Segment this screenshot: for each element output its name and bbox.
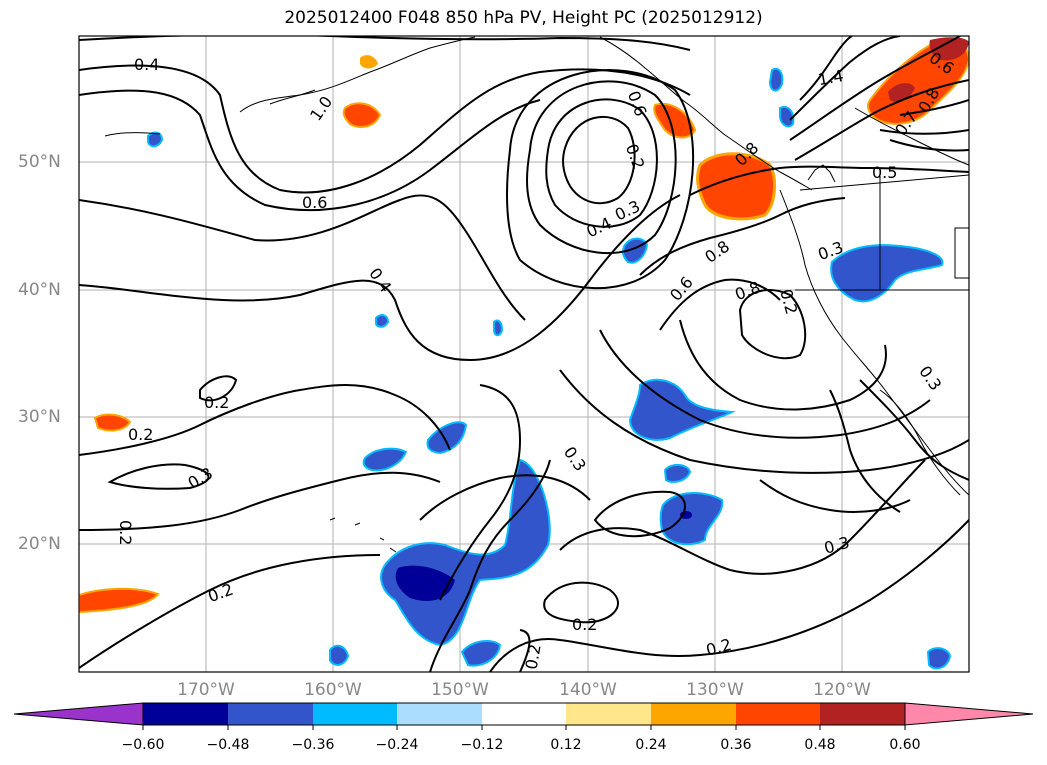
contour-label: 0.2	[522, 643, 545, 671]
map-title: 2025012400 F048 850 hPa PV, Height PC (2…	[284, 8, 763, 28]
contour-label: 0.2	[116, 520, 135, 545]
negative-pv-shading	[147, 67, 952, 670]
lon-label: 150°W	[431, 680, 489, 700]
contour-label: 0.4	[134, 55, 159, 74]
lon-label: 130°W	[686, 680, 744, 700]
colorbar-extend-low	[13, 702, 144, 726]
contour-label: 1.4	[817, 66, 845, 89]
lon-label: 120°W	[813, 680, 871, 700]
colorbar-segment	[651, 703, 736, 725]
colorbar-tick-label: 0.24	[635, 737, 667, 753]
lat-label: 30°N	[18, 407, 61, 427]
contour-label: 0.2	[572, 615, 597, 634]
contour-label: 0.2	[204, 393, 229, 412]
lon-label: 170°W	[177, 680, 235, 700]
colorbar-segment	[397, 703, 482, 725]
colorbar-tick-label: 0.48	[804, 737, 836, 753]
colorbar-tick-label: 0.36	[720, 737, 752, 753]
height-contours	[79, 36, 969, 672]
contour-label: 0.5	[872, 163, 897, 182]
contour-label: 0.2	[128, 425, 153, 444]
colorbar-tick-label: 0.60	[889, 737, 921, 753]
colorbar-segment	[566, 703, 651, 725]
lat-label: 50°N	[18, 152, 61, 172]
lat-label: 40°N	[18, 280, 61, 300]
colorbar-tick-label: −0.36	[291, 737, 335, 753]
colorbar-tick-label: −0.60	[121, 737, 165, 753]
colorbar-segment	[736, 703, 820, 725]
contour-label: 0.6	[302, 193, 327, 212]
colorbar-tick-label: 0.12	[550, 737, 582, 753]
colorbar-segment	[143, 703, 228, 725]
colorbar-extend-high	[904, 702, 1034, 726]
map-background	[79, 36, 969, 672]
map-frame	[78, 35, 970, 673]
lon-label: 140°W	[559, 680, 617, 700]
colorbar-tick-label: −0.48	[206, 737, 250, 753]
colorbar	[13, 702, 1034, 730]
colorbar-segment	[482, 703, 566, 725]
colorbar-segment	[228, 703, 313, 725]
coastlines	[104, 36, 969, 553]
colorbar-segment	[313, 703, 397, 725]
colorbar-tick-label: −0.12	[460, 737, 504, 753]
colorbar-segment	[820, 703, 905, 725]
lon-label: 160°W	[304, 680, 362, 700]
colorbar-tick-label: −0.24	[375, 737, 419, 753]
lat-label: 20°N	[18, 534, 61, 554]
